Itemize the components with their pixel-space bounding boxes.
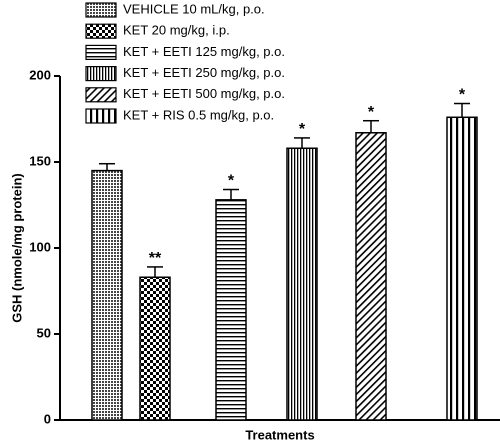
legend-label: KET + RIS 0.5 mg/kg, p.o. <box>123 107 274 122</box>
bar <box>286 147 318 421</box>
y-tick-label: 100 <box>29 239 51 254</box>
significance-label: * <box>299 121 306 138</box>
legend-label: KET 20 mg/kg, i.p. <box>123 23 230 38</box>
bar <box>91 169 123 421</box>
legend-label: VEHICLE 10 mL/kg, p.o. <box>123 1 265 16</box>
significance-label: * <box>228 173 235 190</box>
legend-swatch <box>85 2 117 18</box>
y-axis-label: GSH (nmole/mg protein) <box>9 173 24 323</box>
y-tick-label: 50 <box>37 325 51 340</box>
bar <box>139 276 171 421</box>
y-tick-label: 200 <box>29 67 51 82</box>
legend-swatch <box>85 44 117 61</box>
bar <box>446 116 478 421</box>
significance-label: * <box>459 87 466 104</box>
legend-swatch <box>85 108 117 124</box>
legend-label: KET + EETI 125 mg/kg, p.o. <box>123 44 285 59</box>
y-tick-label: 150 <box>29 153 51 168</box>
x-axis-label: Treatments <box>245 427 314 442</box>
y-tick-label: 0 <box>44 411 51 426</box>
bar <box>215 199 247 421</box>
legend-label: KET + EETI 250 mg/kg, p.o. <box>123 65 285 80</box>
legend-swatch <box>85 23 117 39</box>
legend-label: KET + EETI 500 mg/kg, p.o. <box>123 86 285 101</box>
bar <box>355 132 387 421</box>
legend-swatch <box>85 87 117 103</box>
significance-label: ** <box>149 250 162 267</box>
significance-label: * <box>368 104 375 121</box>
legend-swatch <box>85 65 117 82</box>
